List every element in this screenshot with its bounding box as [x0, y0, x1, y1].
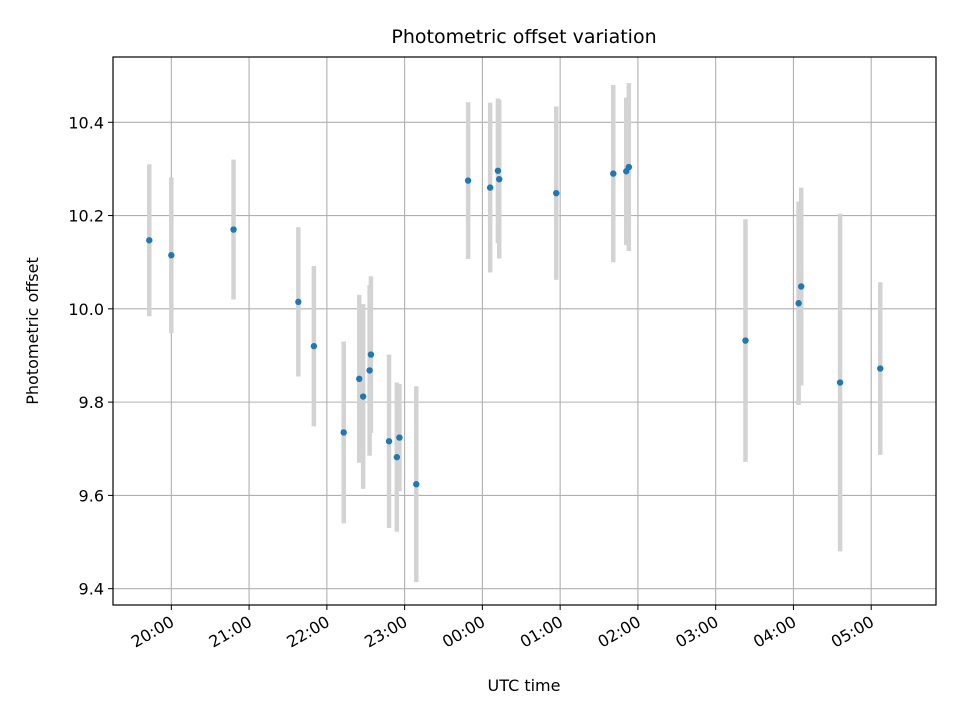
- y-axis: 9.4 9.6 9.8 10.0 10.2 10.4: [68, 113, 113, 599]
- data-point: [553, 189, 560, 197]
- data-point: [393, 453, 401, 461]
- y-tick-label: 10.4: [68, 113, 104, 132]
- data-point: [877, 365, 884, 372]
- data-point: [367, 351, 375, 358]
- data-point: [146, 237, 153, 244]
- data-point: [413, 481, 420, 488]
- data-point: [359, 393, 367, 400]
- y-tick-label: 10.2: [68, 207, 104, 226]
- data-point: [295, 298, 302, 306]
- data-point: [464, 177, 472, 184]
- data-point: [340, 429, 347, 436]
- data-point: [366, 367, 373, 374]
- data-point: [836, 379, 844, 386]
- data-point: [742, 337, 749, 344]
- data-point: [486, 184, 494, 191]
- y-tick-label: 9.6: [79, 486, 104, 505]
- data-point: [625, 163, 633, 171]
- y-tick-label: 9.4: [79, 580, 104, 599]
- y-tick-label: 9.8: [79, 393, 104, 412]
- plot-frame: [112, 56, 937, 606]
- data-point: [385, 438, 393, 445]
- data-point: [310, 342, 318, 350]
- x-axis-title: UTC time: [488, 676, 561, 695]
- data-point: [396, 434, 403, 441]
- data-point: [798, 283, 805, 290]
- data-point: [494, 167, 502, 174]
- data-point: [496, 175, 503, 183]
- data-point: [795, 300, 802, 307]
- data-point: [168, 252, 175, 259]
- data-points: [146, 163, 884, 488]
- data-point: [230, 226, 237, 233]
- data-point: [610, 170, 617, 177]
- chart-title: Photometric offset variation: [391, 26, 656, 48]
- y-axis-title: Photometric offset: [23, 257, 42, 405]
- data-point: [356, 375, 363, 383]
- y-tick-label: 10.0: [68, 300, 104, 319]
